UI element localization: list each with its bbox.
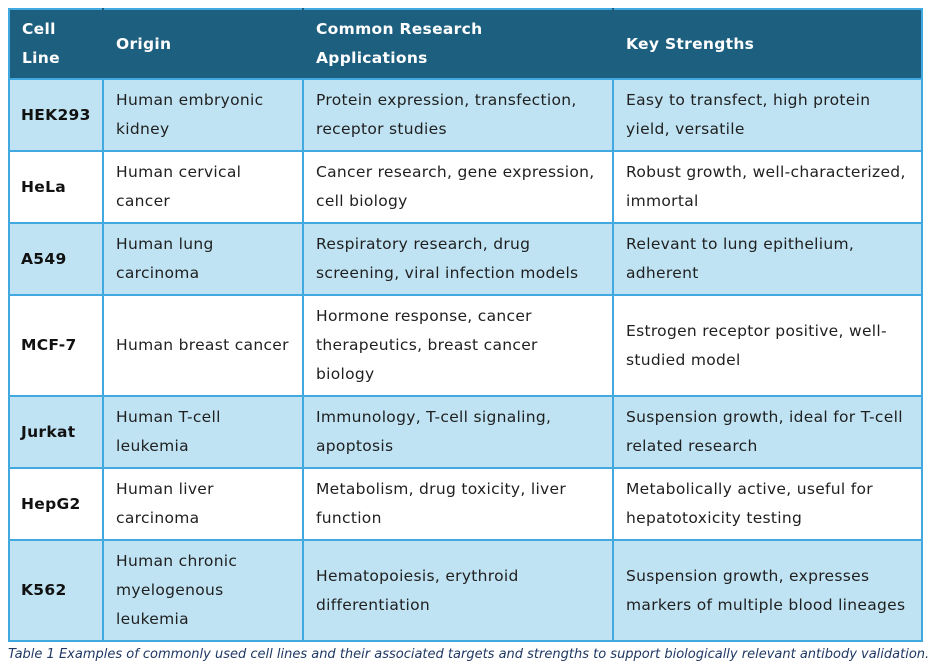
strengths-cell: Metabolically active, useful for hepatot… [612, 467, 923, 541]
table-header-row: Cell Line Origin Common Research Applica… [8, 8, 923, 80]
origin-cell: Human T-cell leukemia [102, 395, 304, 469]
strengths-cell: Easy to transfect, high protein yield, v… [612, 78, 923, 152]
origin-cell: Human embryonic kidney [102, 78, 304, 152]
origin-cell: Human liver carcinoma [102, 467, 304, 541]
strengths-cell: Relevant to lung epithelium, adherent [612, 222, 923, 296]
origin-cell: Human chronic myelogenous leukemia [102, 539, 304, 642]
table-caption: Table 1 Examples of commonly used cell l… [8, 647, 929, 662]
applications-cell: Immunology, T-cell signaling, apoptosis [302, 395, 614, 469]
column-header-label: Cell Line [22, 20, 60, 67]
cell-line-cell: K562 [8, 539, 104, 642]
column-header-label: Common Research Applications [316, 20, 483, 67]
column-header-label: Key Strengths [626, 34, 755, 53]
column-header-applications: Common Research Applications [302, 8, 614, 80]
applications-cell: Protein expression, transfection, recept… [302, 78, 614, 152]
column-header-cell-line: Cell Line [8, 8, 104, 80]
table-row: HeLa Human cervical cancer Cancer resear… [8, 150, 923, 224]
cell-line-cell: Jurkat [8, 395, 104, 469]
cell-line-cell: HEK293 [8, 78, 104, 152]
strengths-cell: Estrogen receptor positive, well-studied… [612, 294, 923, 397]
origin-cell: Human cervical cancer [102, 150, 304, 224]
column-header-origin: Origin [102, 8, 304, 80]
table-row: MCF-7 Human breast cancer Hormone respon… [8, 294, 923, 397]
table-row: HepG2 Human liver carcinoma Metabolism, … [8, 467, 923, 541]
origin-cell: Human breast cancer [102, 294, 304, 397]
cell-line-cell: HeLa [8, 150, 104, 224]
applications-cell: Hormone response, cancer therapeutics, b… [302, 294, 614, 397]
applications-cell: Cancer research, gene expression, cell b… [302, 150, 614, 224]
applications-cell: Metabolism, drug toxicity, liver functio… [302, 467, 614, 541]
applications-cell: Respiratory research, drug screening, vi… [302, 222, 614, 296]
cell-line-cell: A549 [8, 222, 104, 296]
origin-cell: Human lung carcinoma [102, 222, 304, 296]
cell-line-cell: HepG2 [8, 467, 104, 541]
applications-cell: Hematopoiesis, erythroid differentiation [302, 539, 614, 642]
strengths-cell: Robust growth, well-characterized, immor… [612, 150, 923, 224]
column-header-strengths: Key Strengths [612, 8, 923, 80]
strengths-cell: Suspension growth, ideal for T-cell rela… [612, 395, 923, 469]
table-row: Jurkat Human T-cell leukemia Immunology,… [8, 395, 923, 469]
cell-line-cell: MCF-7 [8, 294, 104, 397]
strengths-cell: Suspension growth, expresses markers of … [612, 539, 923, 642]
table-row: K562 Human chronic myelogenous leukemia … [8, 539, 923, 642]
column-header-label: Origin [116, 34, 172, 53]
table-row: A549 Human lung carcinoma Respiratory re… [8, 222, 923, 296]
cell-lines-table: Cell Line Origin Common Research Applica… [8, 8, 923, 642]
table-row: HEK293 Human embryonic kidney Protein ex… [8, 78, 923, 152]
